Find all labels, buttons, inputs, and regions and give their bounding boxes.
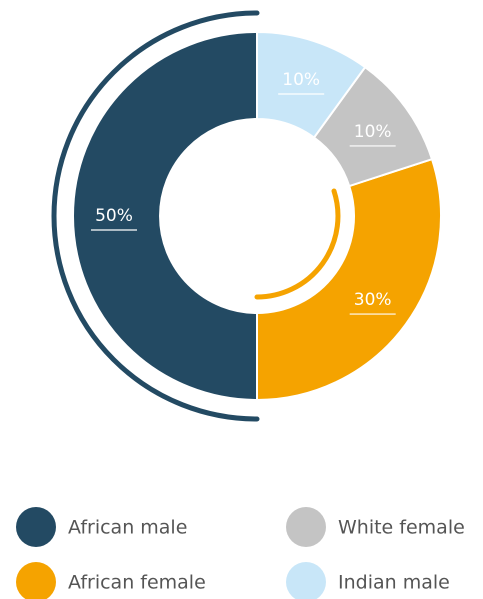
slice xyxy=(256,157,442,402)
highlight-arc xyxy=(254,188,341,300)
legend-label: Indian male xyxy=(338,572,450,594)
legend-label: African female xyxy=(68,572,206,594)
legend-swatch xyxy=(16,507,56,547)
slice xyxy=(256,30,367,139)
value-label: 50% xyxy=(95,206,133,226)
value-label: 30% xyxy=(354,290,392,310)
legend-swatch xyxy=(16,562,56,599)
legend-label: African male xyxy=(68,517,187,539)
slices xyxy=(72,30,442,402)
legend-label: White female xyxy=(338,517,465,539)
value-label: 10% xyxy=(354,122,392,142)
legend-swatch xyxy=(286,507,326,547)
slice xyxy=(72,30,258,402)
highlight-arc xyxy=(51,10,260,422)
legend-swatch xyxy=(286,562,326,599)
value-label: 10% xyxy=(282,70,320,90)
